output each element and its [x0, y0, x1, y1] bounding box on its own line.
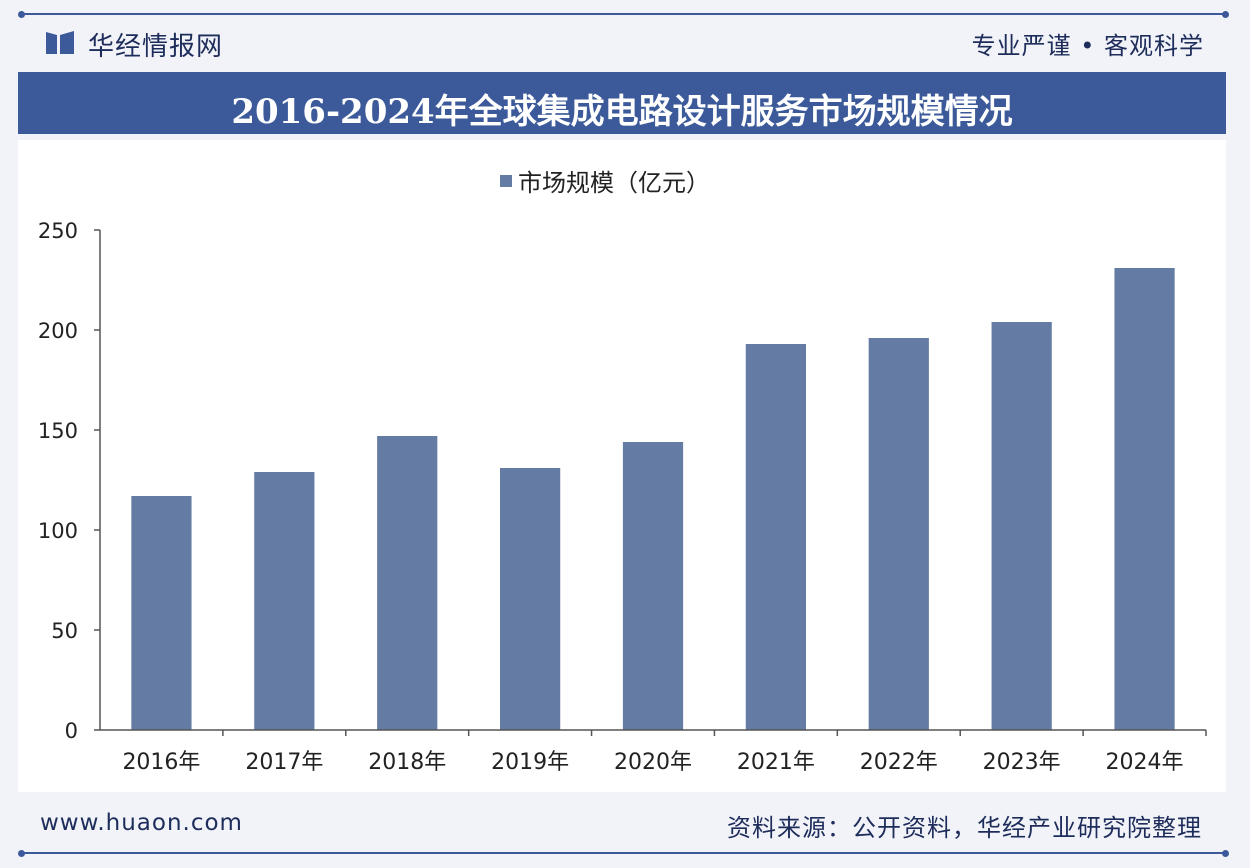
y-tick-label: 50 [51, 619, 78, 643]
bars [131, 268, 1175, 730]
bar [377, 436, 438, 730]
source-note: 资料来源：公开资料，华经产业研究院整理 [727, 814, 1202, 842]
bottom-left-dot [18, 850, 25, 857]
huaon-logo-icon [46, 31, 74, 54]
x-axis: 2016年 2017年 2018年 2019年 2020年 2021年 2022年 2023年… [100, 729, 1207, 775]
footer: www.huaon.com 资料来源：公开资料，华经产业研究院整理 [0, 796, 1250, 852]
bar-chart: 市场规模（亿元） 0 50 100 150 200 250 2016年 2017年 2018年… [38, 169, 1207, 775]
bottom-right-dot [1222, 850, 1229, 857]
chart-area: 市场规模（亿元） 0 50 100 150 200 250 2016年 2017年 2018年… [18, 140, 1226, 792]
y-tick-label: 250 [38, 219, 78, 243]
x-tick-label: 2017年 [245, 750, 323, 775]
header: 华经情报网 专业严谨 • 客观科学 [20, 16, 1230, 68]
bar [868, 338, 929, 730]
bar [991, 322, 1052, 730]
brand-name: 华经情报网 [88, 32, 224, 62]
bar [1114, 268, 1175, 730]
top-left-dot [18, 11, 25, 18]
bar [254, 472, 315, 730]
legend-label: 市场规模（亿元） [518, 169, 710, 197]
x-tick-label: 2016年 [122, 750, 200, 775]
chart-title: 2016-2024年全球集成电路设计服务市场规模情况 [231, 92, 1013, 132]
top-frame-line [22, 13, 1228, 15]
top-right-dot [1222, 11, 1229, 18]
y-axis: 0 50 100 150 200 250 [38, 219, 101, 743]
x-tick-label: 2020年 [614, 750, 692, 775]
x-tick-label: 2021年 [737, 750, 815, 775]
y-tick-label: 200 [38, 319, 78, 343]
bar [500, 468, 561, 730]
x-tick-label: 2023年 [983, 750, 1061, 775]
legend: 市场规模（亿元） [500, 169, 710, 197]
x-tick-label: 2024年 [1106, 750, 1184, 775]
legend-swatch [500, 175, 512, 187]
bottom-frame-line [22, 852, 1228, 854]
x-tick-label: 2022年 [860, 750, 938, 775]
y-tick-label: 100 [38, 519, 78, 543]
x-tick-label: 2019年 [491, 750, 569, 775]
y-tick-label: 0 [65, 719, 78, 743]
x-tick-label: 2018年 [368, 750, 446, 775]
tagline: 专业严谨 • 客观科学 [971, 32, 1204, 60]
title-bar: 2016-2024年全球集成电路设计服务市场规模情况 [18, 72, 1226, 134]
bar [622, 442, 684, 730]
bar [745, 344, 806, 730]
y-tick-label: 150 [38, 419, 78, 443]
bar [131, 496, 192, 730]
website-link[interactable]: www.huaon.com [40, 810, 243, 836]
